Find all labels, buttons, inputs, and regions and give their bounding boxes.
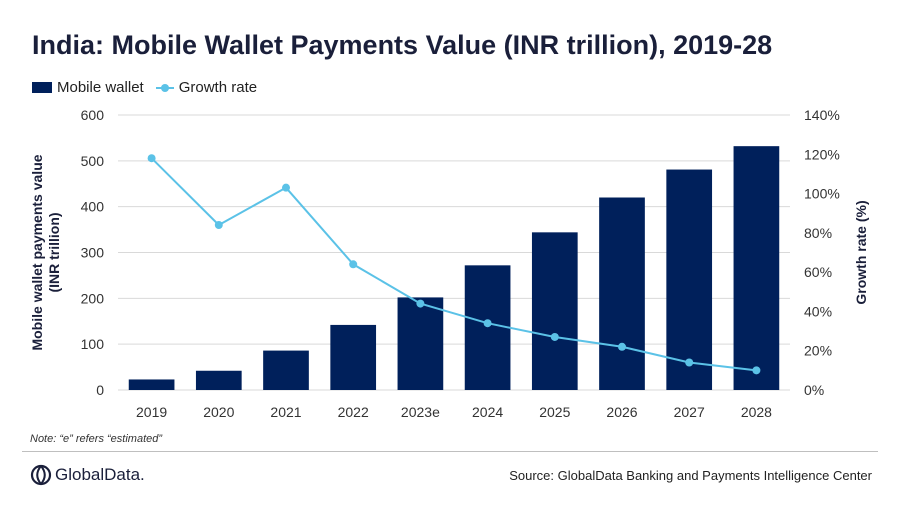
bar — [263, 350, 309, 390]
growth-rate-point — [416, 299, 425, 308]
growth-rate-point — [214, 221, 223, 229]
chart-legend: Mobile wallet Growth rate — [32, 79, 257, 96]
growth-rate-point — [752, 366, 761, 375]
growth-rate-line — [150, 157, 757, 372]
bar — [330, 324, 377, 390]
x-tick-label: 2027 — [674, 404, 705, 420]
x-tick-label: 2021 — [270, 404, 301, 420]
y-tick-label: 0 — [96, 382, 104, 398]
growth-rate-point — [550, 332, 559, 341]
y2-tick-label: 80% — [804, 225, 832, 241]
growth-rate-point — [685, 358, 694, 367]
y2-tick-label: 20% — [804, 343, 832, 359]
y2-tick-label: 40% — [804, 303, 832, 319]
x-tick-label: 2025 — [539, 404, 570, 420]
growth-rate-point — [618, 342, 626, 351]
legend-line-label: Growth rate — [178, 79, 258, 96]
growth-rate-point — [147, 154, 156, 163]
footer-divider — [22, 451, 878, 452]
x-tick-label: 2019 — [136, 404, 167, 420]
y-tick-label: 300 — [81, 245, 105, 261]
y2-tick-label: 0% — [804, 382, 824, 398]
y-tick-label: 100 — [81, 336, 105, 352]
y-tick-label: 600 — [81, 107, 105, 123]
globaldata-logo-icon — [30, 464, 52, 486]
x-tick-label: 2022 — [338, 404, 369, 420]
growth-rate-point — [349, 260, 358, 269]
bar — [531, 232, 578, 390]
legend-bar-label: Mobile wallet — [57, 79, 144, 96]
x-tick-label: 2023e — [401, 404, 440, 420]
globaldata-logo: GlobalData. — [30, 463, 145, 487]
y2-axis-title: Growth rate (%) — [853, 200, 869, 304]
chart-title: India: Mobile Wallet Payments Value (INR… — [32, 30, 773, 60]
x-tick-label: 2024 — [472, 404, 503, 420]
x-tick-label: 2026 — [606, 404, 637, 420]
growth-rate-point — [483, 319, 492, 328]
bar — [195, 370, 242, 390]
bar — [464, 265, 511, 390]
x-tick-label: 2020 — [203, 404, 234, 420]
logo-text: GlobalData. — [55, 465, 145, 484]
bar — [666, 169, 713, 390]
source-text: Source: GlobalData Banking and Payments … — [509, 468, 872, 483]
bar — [397, 297, 444, 390]
combo-chart: 0 100 200 300 400 500 600 0% 20% 40% 60% 80% 100% 120… — [29, 107, 869, 420]
y-axis-title-line: Mobile wallet payments value — [29, 154, 45, 350]
growth-rate-point — [282, 183, 290, 192]
y2-tick-label: 140% — [804, 107, 840, 123]
footnote: Note: “e” refers “estimated” — [30, 433, 163, 445]
legend-bar-swatch — [32, 82, 52, 93]
legend-line-swatch — [155, 82, 174, 93]
y-tick-label: 500 — [81, 153, 105, 169]
bar — [733, 146, 780, 390]
bar — [599, 197, 645, 390]
y-tick-label: 200 — [81, 290, 105, 306]
y2-tick-label: 120% — [804, 146, 840, 162]
y-tick-label: 400 — [81, 199, 105, 215]
x-tick-label: 2028 — [741, 404, 772, 420]
y2-tick-label: 60% — [804, 264, 832, 280]
y2-tick-label: 100% — [804, 186, 840, 202]
y-axis-title-line: (INR trillion) — [46, 212, 62, 292]
y-axis-title: Mobile wallet payments value(INR trillio… — [29, 154, 62, 350]
bar — [128, 379, 175, 390]
